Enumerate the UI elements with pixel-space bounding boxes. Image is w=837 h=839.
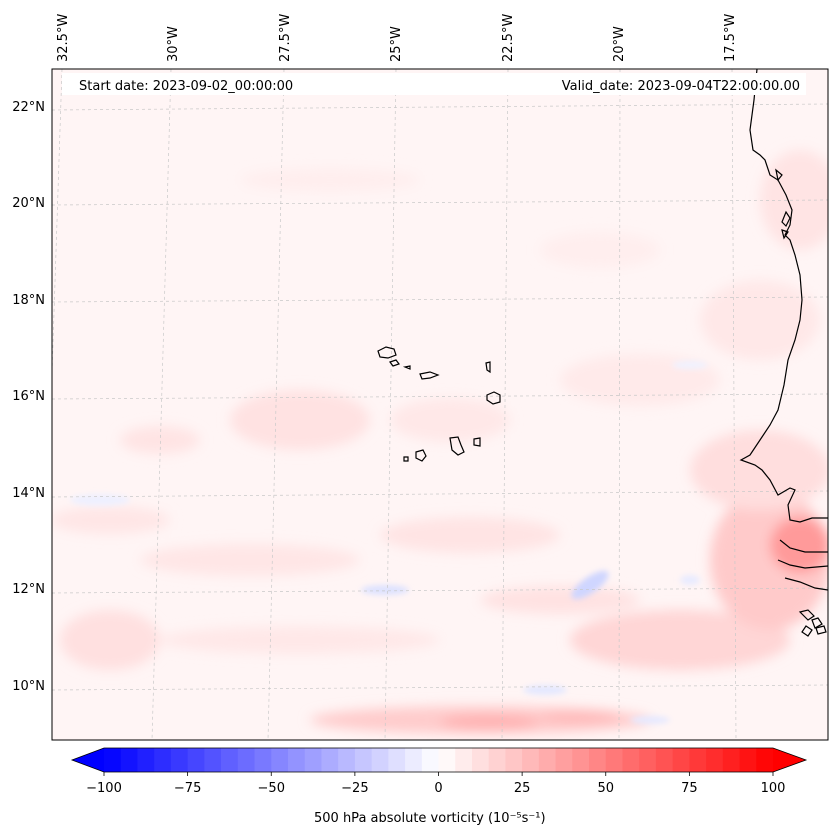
colorbar-tick-label: −100 [86,781,122,796]
lon-label: 20°W [612,26,627,62]
lat-label: 22°N [12,100,45,115]
colorbar-segment [338,748,356,772]
colorbar-tick-label: 50 [597,781,614,796]
colorbar-segment [438,748,456,772]
colorbar-segment [321,748,339,772]
colorbar-tick-label: 100 [761,781,786,796]
coastlines [739,69,828,637]
colorbar-tick-label: 75 [681,781,698,796]
colorbar-ticks: −100 −75 −50 −25 0 25 50 75 100 [86,772,785,796]
colorbar-segment [221,748,239,772]
start-date-label: Start date: 2023-09-02_00:00:00 [79,79,293,94]
lon-label: 17.5°W [723,14,738,62]
lat-label: 14°N [12,486,45,501]
lat-label: 20°N [12,196,45,211]
lon-label: 32.5°W [56,14,71,62]
colorbar-segment [572,748,590,772]
header-band [62,73,806,95]
colorbar-segment [488,748,506,772]
colorbar-segment [104,748,122,772]
colorbar-segment [522,748,540,772]
colorbar-extend-min [72,748,104,772]
colorbar-segment [589,748,607,772]
colorbar-segment [271,748,289,772]
colorbar-segment [756,748,774,772]
lon-label: 27.5°W [278,14,293,62]
lon-label: 30°W [166,26,181,62]
lat-label: 16°N [12,389,45,404]
colorbar-segment [154,748,172,772]
colorbar-segment [622,748,640,772]
colorbar-segment [187,748,205,772]
colorbar-segment [388,748,406,772]
colorbar-segment [739,748,757,772]
colorbar-segment [706,748,724,772]
colorbar-segment [555,748,573,772]
colorbar-tick-label: 25 [514,781,531,796]
colorbar-segments [104,748,774,772]
colorbar-segment [237,748,255,772]
lat-label: 18°N [12,293,45,308]
latitude-labels: 22°N 20°N 18°N 16°N 14°N 12°N 10°N [12,100,45,694]
longitude-labels: 32.5°W 30°W 27.5°W 25°W 22.5°W 20°W 17.5… [56,14,738,62]
colorbar-segment [120,748,138,772]
valid-date-label: Valid_date: 2023-09-04T22:00:00.00 [562,79,800,94]
colorbar-segment [538,748,556,772]
colorbar-segment [371,748,389,772]
colorbar-segment [722,748,740,772]
colorbar-segment [170,748,189,772]
colorbar-tick-label: −25 [341,781,368,796]
colorbar-tick-label: −50 [258,781,285,796]
africa-coastline [739,69,828,523]
colorbar-segment [605,748,623,772]
colorbar-segment [254,748,272,772]
colorbar-segment [471,748,490,772]
colorbar-title: 500 hPa absolute vorticity (10⁻⁵s⁻¹) [314,811,546,826]
colorbar-segment [354,748,373,772]
lat-label: 12°N [12,582,45,597]
colorbar-segment [455,748,473,772]
lon-label: 22.5°W [501,14,516,62]
lon-label: 25°W [389,26,404,62]
map-frame [51,68,829,741]
colorbar-tick-label: −75 [174,781,201,796]
colorbar-segment [137,748,155,772]
colorbar-tick-label: 0 [434,781,442,796]
cape-verde-islands [377,346,501,462]
colorbar-segment [405,748,423,772]
colorbar-segment [421,748,439,772]
colorbar-segment [689,748,707,772]
colorbar-segment [204,748,222,772]
colorbar-segment [287,748,306,772]
colorbar-extend-max [773,748,806,772]
colorbar-segment [672,748,690,772]
colorbar: −100 −75 −50 −25 0 25 50 75 100 500 hPa absolute… [70,747,808,826]
colorbar-segment [639,748,657,772]
lat-label: 10°N [12,679,45,694]
vorticity-field [52,150,828,734]
colorbar-segment [304,748,322,772]
graticule [52,69,828,740]
colorbar-segment [655,748,674,772]
colorbar-segment [505,748,523,772]
